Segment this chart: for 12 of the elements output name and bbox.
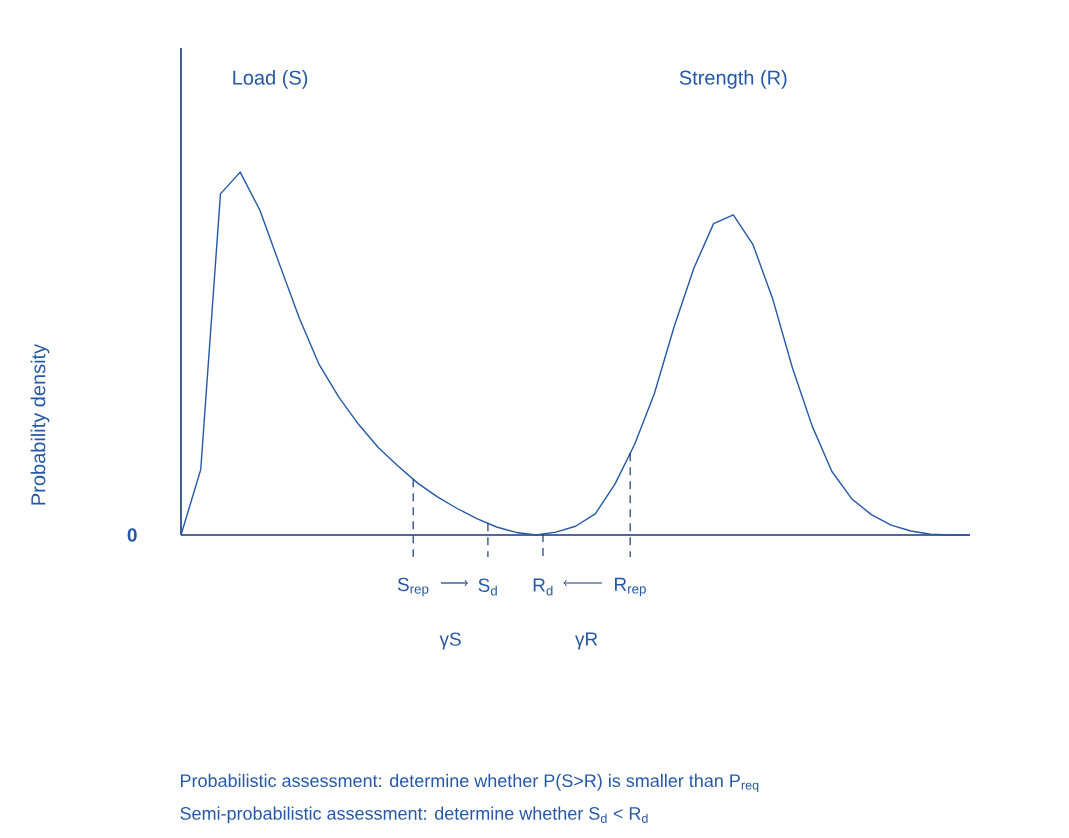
text: Load (S): [233, 70, 308, 89]
text: S$_{d}$: [478, 578, 497, 596]
text: R$_{rep}$: [615, 577, 646, 597]
text: 0: [127, 528, 137, 542]
text: γS: [439, 632, 461, 650]
text: R$_{d}$: [533, 578, 553, 596]
text: γR: [575, 632, 598, 650]
text: Strength (R): [679, 70, 787, 89]
text: Semi-probabilistic assessment: determine whether S$_{d}$ < R$_{d}$: [180, 806, 648, 824]
text: Probability density: [30, 343, 50, 505]
text: Probabilistic assessment: determine whether P(S>R) is smaller than P$_{req}$: [181, 773, 759, 793]
text: S$_{rep}$: [397, 577, 429, 597]
